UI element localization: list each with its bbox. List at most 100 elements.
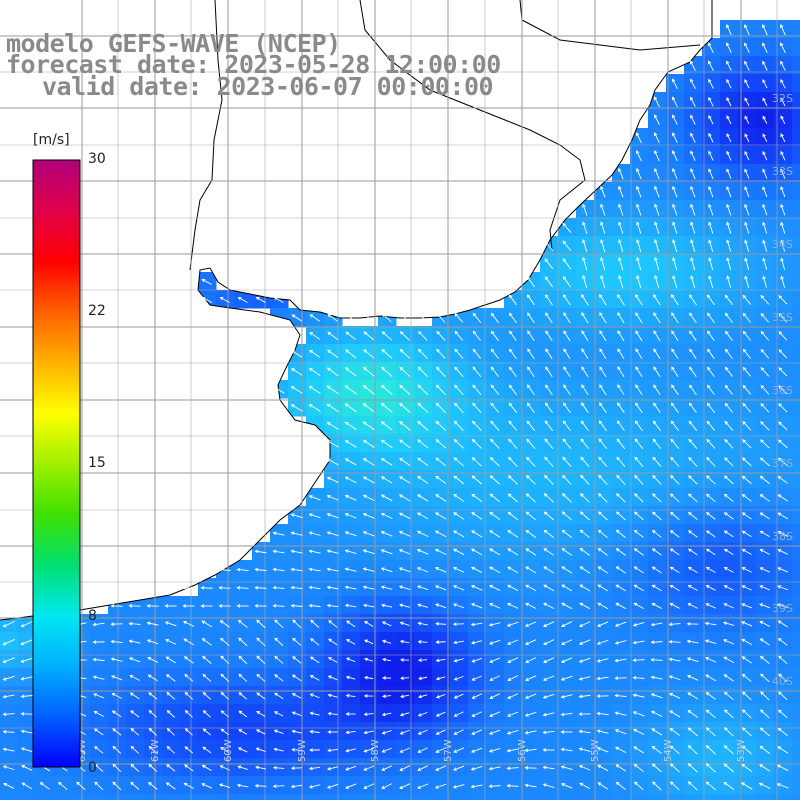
wave-cell (486, 434, 505, 453)
wave-cell (270, 614, 289, 633)
wind-arrow (128, 604, 141, 608)
wind-arrow (632, 622, 645, 627)
wave-cell (90, 776, 109, 795)
wave-cell (738, 470, 757, 489)
wave-cell (396, 524, 415, 543)
wind-arrow (291, 693, 302, 699)
wind-arrow (780, 42, 786, 54)
wave-cell (360, 614, 379, 633)
wave-cell (432, 758, 451, 777)
wave-cell (450, 722, 469, 741)
wind-arrow (690, 114, 696, 125)
wave-cell (486, 380, 505, 399)
wind-arrow (291, 747, 302, 752)
wind-arrow (93, 711, 104, 717)
wave-cell (468, 596, 487, 615)
wind-arrow (471, 475, 483, 485)
wave-cell (522, 434, 541, 453)
wind-arrow (671, 78, 678, 90)
wind-arrow (471, 457, 482, 467)
wave-cell (792, 416, 800, 435)
wind-arrow (272, 604, 285, 608)
wave-cell (792, 668, 800, 687)
wave-cell (396, 794, 415, 800)
wave-cell (666, 524, 685, 543)
wave-cell (774, 650, 793, 669)
wind-arrow (148, 763, 158, 772)
wave-cell (522, 794, 541, 800)
wave-cell (774, 308, 793, 327)
wave-cell (414, 488, 433, 507)
wave-cell (414, 506, 433, 525)
wind-arrow (744, 275, 750, 288)
wave-cell (378, 362, 397, 381)
wave-cell (504, 740, 523, 759)
wave-cell (738, 560, 757, 579)
wind-arrow (636, 274, 642, 289)
wind-arrow (471, 693, 482, 699)
wave-cell (144, 686, 163, 705)
wind-arrow (562, 240, 572, 252)
wind-arrow (364, 639, 374, 645)
wave-cell (450, 362, 469, 381)
wind-arrow (435, 384, 446, 396)
wave-cell (738, 704, 757, 723)
wind-arrow (759, 494, 770, 502)
wind-arrow (724, 384, 733, 395)
wave-cell (738, 146, 757, 165)
wave-cell (594, 650, 613, 669)
wave-cell (396, 758, 415, 777)
wave-cell (594, 200, 613, 219)
wind-arrow (582, 256, 588, 271)
wind-arrow (633, 602, 645, 610)
wind-arrow (344, 367, 357, 377)
wave-cell (558, 722, 577, 741)
wave-cell (432, 596, 451, 615)
wind-arrow (453, 402, 464, 413)
wave-cell (306, 362, 325, 381)
wave-cell (90, 758, 109, 777)
wave-cell (144, 704, 163, 723)
wave-cell (468, 776, 487, 795)
wave-cell (720, 434, 739, 453)
wind-arrow (562, 222, 572, 233)
wind-arrow (308, 513, 321, 519)
wind-arrow (634, 493, 644, 503)
wind-arrow (760, 691, 770, 701)
wind-arrow (290, 513, 303, 519)
wind-arrow (708, 96, 714, 107)
wave-cell (468, 380, 487, 399)
wave-cell (378, 668, 397, 687)
wind-arrow (526, 276, 536, 288)
wind-arrow (506, 621, 519, 627)
wave-cell (342, 416, 361, 435)
wave-cell (0, 722, 19, 741)
wind-arrow (398, 567, 411, 573)
wave-cell (702, 380, 721, 399)
wind-arrow (490, 312, 499, 323)
lat-label: 38S (772, 530, 793, 543)
wind-arrow (762, 203, 768, 216)
wind-arrow (723, 674, 734, 682)
wind-arrow (129, 674, 141, 681)
wind-arrow (128, 657, 141, 663)
wind-arrow (309, 748, 320, 752)
wave-cell (792, 596, 800, 615)
wind-arrow (327, 349, 339, 359)
wave-cell (108, 758, 127, 777)
wind-arrow (255, 296, 266, 303)
wave-cell (522, 488, 541, 507)
wind-arrow (600, 221, 606, 234)
wave-cell (666, 326, 685, 345)
wave-cell (522, 470, 541, 489)
wind-arrow (579, 602, 591, 610)
wind-arrow (744, 115, 750, 124)
wave-cell (504, 632, 523, 651)
wind-arrow (581, 312, 589, 324)
wind-arrow (326, 385, 339, 395)
wind-arrow (436, 348, 446, 359)
wave-cell (126, 632, 145, 651)
wave-cell (774, 740, 793, 759)
wave-cell (702, 434, 721, 453)
wind-arrow (581, 402, 589, 414)
